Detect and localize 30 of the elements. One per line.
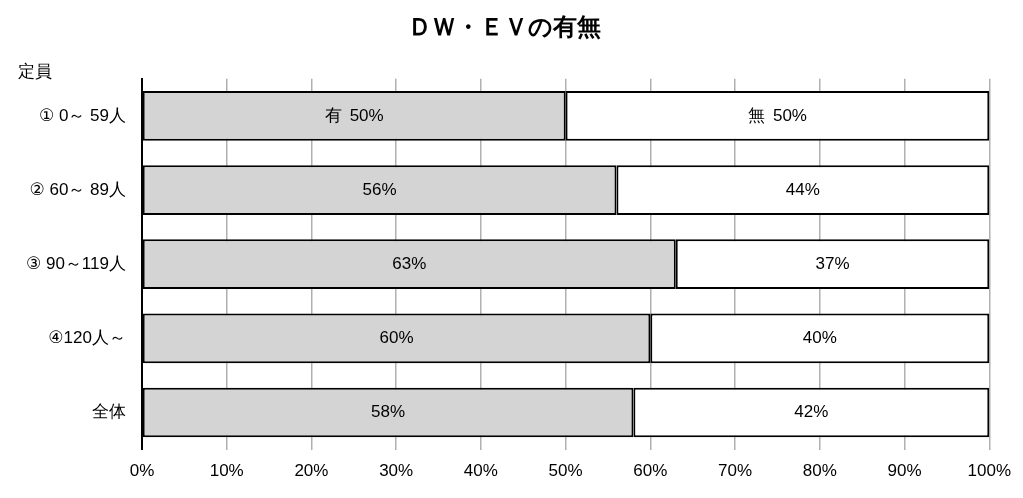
x-tick-label: 20%: [294, 461, 329, 481]
x-tick-label: 30%: [379, 461, 414, 481]
series-label: 無: [747, 105, 765, 125]
x-tick-label: 70%: [718, 461, 753, 481]
x-tick-label: 80%: [802, 461, 837, 481]
y-tick-label: 全体: [91, 402, 126, 422]
y-tick-label: ③ 90～119人: [25, 253, 126, 273]
x-tick-label: 0%: [129, 461, 155, 481]
x-tick-label: 50%: [548, 461, 583, 481]
y-tick-label: ④120人～: [48, 328, 126, 348]
data-label: 63%: [392, 253, 427, 273]
data-label: 37%: [815, 253, 850, 273]
data-label: 42%: [794, 402, 829, 422]
data-label: 56%: [362, 179, 397, 199]
data-label: 40%: [802, 328, 837, 348]
data-label: 60%: [379, 328, 414, 348]
data-label: 50%: [349, 105, 384, 125]
x-tick-label: 100%: [967, 461, 1011, 481]
data-label: 50%: [772, 105, 807, 125]
x-tick-label: 40%: [463, 461, 498, 481]
chart-title: ＤＷ・ＥＶの有無: [407, 13, 601, 41]
x-tick-label: 60%: [633, 461, 668, 481]
data-label: 44%: [785, 179, 820, 199]
y-tick-label: ① 0～ 59人: [38, 105, 126, 125]
y-axis-title: 定員: [18, 61, 52, 81]
data-label: 58%: [371, 402, 406, 422]
x-tick-label: 10%: [209, 461, 244, 481]
x-tick-label: 90%: [887, 461, 922, 481]
y-tick-label: ② 60～ 89人: [29, 179, 126, 199]
series-label: 有: [324, 105, 342, 125]
